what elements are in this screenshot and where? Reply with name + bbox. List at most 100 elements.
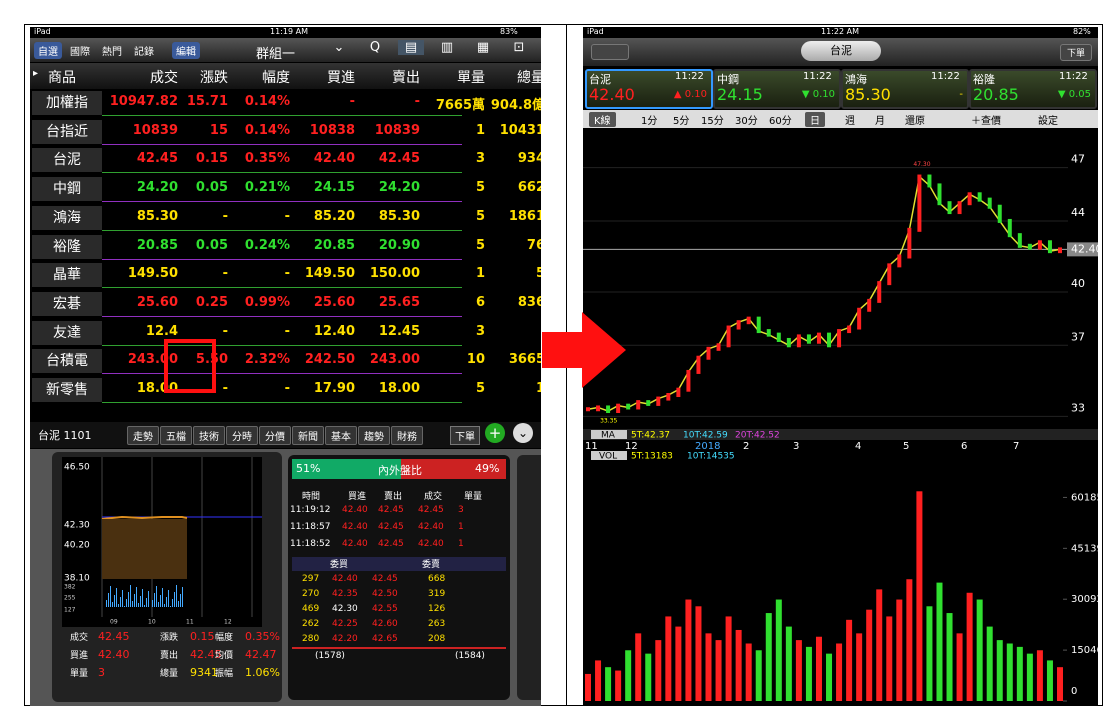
cell: - bbox=[222, 323, 228, 339]
volume-bar bbox=[615, 670, 622, 701]
mini-axis-label: 38.10 bbox=[64, 574, 90, 584]
volume-bar bbox=[1026, 653, 1033, 701]
tab[interactable]: 基本 bbox=[325, 426, 357, 445]
row-name[interactable]: 新零售 bbox=[32, 378, 102, 402]
candle bbox=[917, 174, 922, 232]
quote-time: 11:22 bbox=[803, 71, 832, 82]
candle bbox=[1037, 240, 1042, 250]
cell: 20.85 bbox=[136, 237, 178, 253]
tick-cell: 3 bbox=[458, 505, 464, 515]
tab[interactable]: 趨勢 bbox=[358, 426, 390, 445]
mini-volume bbox=[128, 592, 129, 607]
toolbar-button[interactable]: 國際 bbox=[70, 47, 90, 58]
candle bbox=[867, 298, 872, 312]
order-button[interactable]: 下單 bbox=[1060, 44, 1093, 61]
stat: 單量 bbox=[70, 669, 89, 679]
row-name[interactable]: 中鋼 bbox=[32, 177, 102, 202]
book-panel bbox=[288, 455, 510, 700]
cell: 0.21% bbox=[244, 180, 290, 196]
tool-button[interactable]: 30分 bbox=[735, 116, 758, 127]
candle bbox=[987, 197, 992, 209]
row-name[interactable]: 晶華 bbox=[32, 263, 102, 288]
tool-button[interactable]: 設定 bbox=[1038, 116, 1058, 127]
quote-tile[interactable] bbox=[585, 69, 713, 109]
add-button[interactable]: + bbox=[485, 423, 505, 443]
candle bbox=[696, 355, 701, 374]
volume-bar bbox=[765, 613, 772, 701]
ma-value: 5T:42.37 bbox=[631, 431, 670, 441]
stat: 42.45 bbox=[98, 630, 130, 643]
tool-button[interactable]: ＋查價 bbox=[971, 116, 1001, 127]
tab[interactable]: 走勢 bbox=[127, 426, 159, 445]
tool-button[interactable]: 60分 bbox=[769, 116, 792, 127]
row-name[interactable]: 台指近 bbox=[32, 119, 102, 144]
cell: 836 bbox=[517, 294, 541, 310]
title-pill[interactable]: 台泥 bbox=[801, 41, 881, 61]
row-name[interactable]: 鴻海 bbox=[32, 205, 102, 230]
order-button[interactable]: 下單 bbox=[450, 426, 480, 445]
candle bbox=[997, 204, 1002, 223]
row-name[interactable]: 友達 bbox=[32, 320, 102, 345]
quote-tile[interactable] bbox=[713, 69, 841, 109]
tool-button[interactable]: 5分 bbox=[673, 116, 690, 127]
tab[interactable]: 五檔 bbox=[160, 426, 192, 445]
cell: 42.40 bbox=[313, 151, 355, 167]
tab[interactable]: 分價 bbox=[259, 426, 291, 445]
expand-button[interactable]: ⌄ bbox=[513, 423, 533, 443]
volume-bar bbox=[735, 629, 742, 701]
stat: 總量 bbox=[160, 669, 179, 679]
book-cell: 469 bbox=[302, 604, 320, 614]
cell: - bbox=[222, 208, 228, 224]
toolbar-button[interactable]: 記錄 bbox=[134, 47, 154, 58]
header-cell: 單量 bbox=[457, 70, 485, 86]
tool-button[interactable]: 15分 bbox=[701, 116, 724, 127]
toolbar-button[interactable]: 編輯 bbox=[172, 42, 200, 59]
volume-bar bbox=[1057, 667, 1063, 701]
row-name[interactable]: 台泥 bbox=[32, 148, 102, 173]
volume-bar bbox=[976, 599, 983, 701]
vol-tick-label: 60185 bbox=[1071, 492, 1098, 503]
tab[interactable]: 技術 bbox=[193, 426, 225, 445]
candle bbox=[1017, 233, 1022, 248]
tool-button[interactable]: 週 bbox=[845, 116, 855, 127]
row-name[interactable]: 加權指 bbox=[32, 91, 102, 115]
tick-cell: 42.40 bbox=[418, 539, 444, 549]
mini-area bbox=[102, 519, 187, 579]
menu-button[interactable] bbox=[591, 44, 629, 60]
tab[interactable]: 財務 bbox=[391, 426, 423, 445]
mini-volume bbox=[110, 586, 111, 607]
quote-tile[interactable] bbox=[969, 69, 1097, 109]
cell: 25.60 bbox=[313, 294, 355, 310]
low-label: 33.35 bbox=[600, 418, 617, 425]
vol-value: 5T:13183 bbox=[631, 452, 673, 462]
candle bbox=[796, 334, 801, 348]
book-cell: 208 bbox=[428, 634, 446, 644]
ma-box bbox=[591, 430, 627, 439]
volume-bar bbox=[585, 673, 591, 701]
toolbar-button[interactable]: 群組一 bbox=[256, 47, 296, 62]
quote-change: - bbox=[959, 89, 963, 100]
tool-button[interactable]: 月 bbox=[875, 116, 885, 127]
row-name[interactable]: 宏碁 bbox=[32, 291, 102, 316]
volume-bar bbox=[745, 643, 752, 701]
stat: 賣出 bbox=[160, 651, 179, 661]
quote-tile[interactable] bbox=[841, 69, 969, 109]
candle bbox=[947, 201, 952, 215]
tool-button[interactable]: 日 bbox=[805, 112, 825, 127]
tab[interactable]: 分時 bbox=[226, 426, 258, 445]
mini-volume bbox=[170, 606, 171, 607]
toolbar-button[interactable]: 自選 bbox=[34, 42, 62, 59]
toolbar-button[interactable]: 熱門 bbox=[102, 47, 122, 58]
mini-axis-label: 40.20 bbox=[64, 541, 90, 551]
tool-button[interactable]: K線 bbox=[589, 112, 616, 127]
tool-button[interactable]: 還原 bbox=[905, 116, 925, 127]
row-name[interactable]: 台積電 bbox=[32, 349, 102, 374]
cell: 0.05 bbox=[195, 237, 228, 253]
row-name[interactable]: 裕隆 bbox=[32, 234, 102, 259]
book-cell: 42.65 bbox=[372, 634, 398, 644]
candle bbox=[977, 192, 982, 202]
vol-value: 10T:14535 bbox=[687, 452, 735, 462]
stat: 42.45 bbox=[190, 648, 222, 661]
tab[interactable]: 新聞 bbox=[292, 426, 324, 445]
tool-button[interactable]: 1分 bbox=[641, 116, 658, 127]
